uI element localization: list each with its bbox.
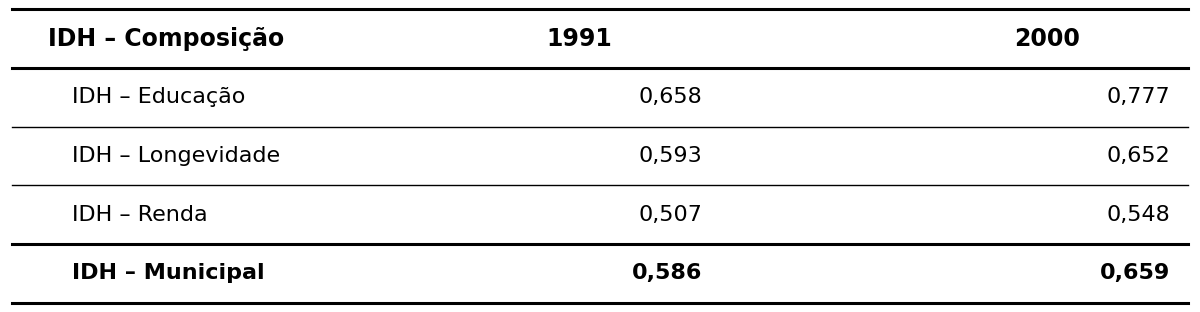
Text: 0,652: 0,652 [1106, 146, 1170, 166]
Text: IDH – Renda: IDH – Renda [72, 205, 208, 225]
Text: IDH – Longevidade: IDH – Longevidade [72, 146, 280, 166]
Text: 0,507: 0,507 [638, 205, 702, 225]
Text: 1991: 1991 [546, 27, 612, 51]
Text: 0,593: 0,593 [638, 146, 702, 166]
Text: IDH – Educação: IDH – Educação [72, 87, 245, 107]
Text: 0,586: 0,586 [631, 263, 702, 283]
Text: 0,658: 0,658 [638, 87, 702, 107]
Text: 0,777: 0,777 [1106, 87, 1170, 107]
Text: IDH – Municipal: IDH – Municipal [72, 263, 265, 283]
Text: 2000: 2000 [1014, 27, 1080, 51]
Text: IDH – Composição: IDH – Composição [48, 27, 284, 51]
Text: 0,548: 0,548 [1106, 205, 1170, 225]
Text: 0,659: 0,659 [1099, 263, 1170, 283]
